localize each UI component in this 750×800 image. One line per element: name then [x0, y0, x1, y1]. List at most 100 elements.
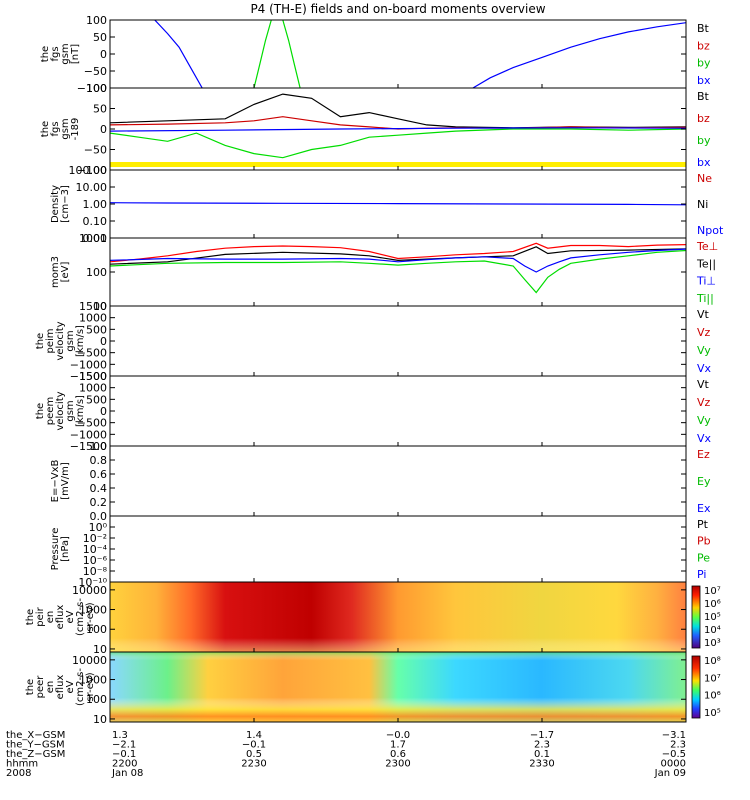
colorbar-label: 10⁵ [704, 612, 721, 623]
y-tick-label: 100 [86, 14, 107, 27]
y-tick-label: 500 [86, 393, 107, 406]
time-axis-row-label: hhmm [6, 759, 38, 770]
legend-entry: bz [697, 112, 710, 125]
colorbar-label: 10⁷ [704, 673, 721, 684]
y-tick-label: 0 [100, 405, 107, 418]
y-axis-label-line: Density [50, 185, 61, 223]
y-tick-label: 1000 [79, 674, 107, 687]
legend-entry: bx [697, 156, 711, 169]
y-axis-label: thepeimvelocitygsm[km/s] [35, 321, 86, 360]
y-tick-label: 0.8 [90, 454, 108, 467]
time-axis-value: −1.7 [530, 730, 554, 741]
y-tick-label: 0.4 [90, 482, 108, 495]
panel-frame [109, 375, 687, 447]
y-tick-label: 50 [93, 31, 107, 44]
series-line-npot [110, 202, 686, 206]
y-axis-label: thepeemvelocitygsm[km/s] [35, 391, 86, 430]
y-axis-label-line: fgs [50, 121, 61, 136]
y-tick-label: −1000 [70, 358, 107, 371]
time-axis-value: −0.5 [662, 749, 686, 760]
legend-entry: Ez [697, 448, 710, 461]
legend-entry: Ey [697, 475, 711, 488]
series-line-by [110, 128, 686, 159]
y-axis-label-line: [eV] [60, 262, 71, 283]
series-group [110, 242, 686, 294]
legend-entry: Ex [697, 502, 711, 515]
legend-entry: Ne [697, 172, 712, 185]
y-axis-label: Density[cm−3] [50, 185, 71, 223]
time-axis-value: Jan 09 [654, 768, 686, 779]
y-axis-label-line: gsm [65, 400, 76, 421]
y-tick-label: −100 [77, 82, 107, 95]
legend-entry: Pi [697, 568, 706, 581]
y-tick-label: −500 [77, 347, 107, 360]
legend-entry: Te⊥ [696, 240, 718, 253]
legend-entry: Vt [697, 378, 710, 391]
y-tick-label: 10000 [72, 584, 107, 597]
colorbar-strip [691, 585, 701, 649]
time-axis-value: 2.3 [670, 740, 686, 751]
y-tick-label: 0.10 [83, 215, 108, 228]
panel-3: Density[cm−3] [50, 169, 687, 239]
time-axis-value: Jan 08 [111, 768, 143, 779]
legend-entry: Vz [697, 326, 711, 339]
time-axis-value: 2230 [241, 759, 266, 770]
spectrogram-shading [110, 652, 686, 722]
legend-entry: Npot [697, 224, 724, 237]
y-axis-label-line: the [25, 609, 36, 625]
panel-5: thepeimvelocitygsm[km/s] [35, 305, 687, 377]
y-tick-label: 10.00 [76, 181, 108, 194]
y-tick-label: 0.2 [90, 496, 108, 509]
series-group [153, 20, 686, 88]
y-axis-label-line: eV [65, 680, 76, 693]
legend-entry: Vx [697, 432, 712, 445]
y-axis-label-line: eflux [55, 675, 66, 700]
y-axis-label-line: en [45, 611, 56, 624]
y-tick-label: −50 [84, 144, 107, 157]
legend-entry: bx [697, 74, 711, 87]
y-tick-label: 1500 [79, 300, 107, 313]
legend-entry: Vy [697, 344, 711, 357]
y-axis-label-line: -189 [70, 118, 81, 141]
time-axis-value: 0000 [661, 759, 686, 770]
spectrogram-shading [110, 582, 686, 652]
y-axis-label-line: the [40, 121, 51, 137]
y-tick-label: 100 [86, 623, 107, 636]
y-tick-label: 100.00 [69, 164, 108, 177]
panel-frame [109, 237, 687, 307]
time-axis-value: −2.1 [112, 740, 136, 751]
y-axis-label-line: fgs [50, 46, 61, 61]
y-axis-label-line: [km/s] [75, 395, 86, 427]
y-axis-label-line: peir [35, 606, 46, 626]
legend-entry: bz [697, 39, 710, 52]
panel-10: thepeerenefluxeV(cm2-s-sr-eV) [25, 651, 701, 723]
y-axis-label-line: peer [35, 675, 46, 699]
y-tick-label: −1000 [70, 428, 107, 441]
y-axis-label-line: the [25, 679, 36, 695]
y-tick-label: 500 [86, 323, 107, 336]
time-axis-value: −0.1 [112, 749, 136, 760]
y-axis-label-line: [cm−3] [60, 185, 71, 223]
y-axis-label-line: [km/s] [75, 325, 86, 357]
y-tick-label: 1000 [79, 382, 107, 395]
colorbar-strip [691, 655, 701, 719]
time-axis-value: 2300 [385, 759, 410, 770]
series-group [110, 93, 686, 159]
y-axis-label-line: peem [45, 397, 56, 425]
colorbar-label: 10⁵ [704, 708, 721, 719]
y-axis-label-line: E=−VxB [50, 460, 61, 503]
legend-entry: Bt [697, 90, 710, 103]
y-axis-label-line: gsm [60, 43, 71, 64]
legend-entry: Ni [697, 198, 708, 211]
colorbar-label: 10⁶ [704, 599, 721, 610]
y-tick-label: 1.00 [83, 198, 108, 211]
legend-entry: Vy [697, 414, 711, 427]
y-tick-label: 1000 [79, 312, 107, 325]
y-tick-label: −100 [77, 164, 107, 177]
panel-1: thefgsgsm[nT] [40, 19, 687, 89]
legend-entry: Bt [697, 22, 710, 35]
time-axis-value: 2.3 [534, 740, 550, 751]
y-axis-label-line: velocity [55, 391, 66, 430]
y-axis-label-line: sr-eV) [85, 672, 96, 701]
